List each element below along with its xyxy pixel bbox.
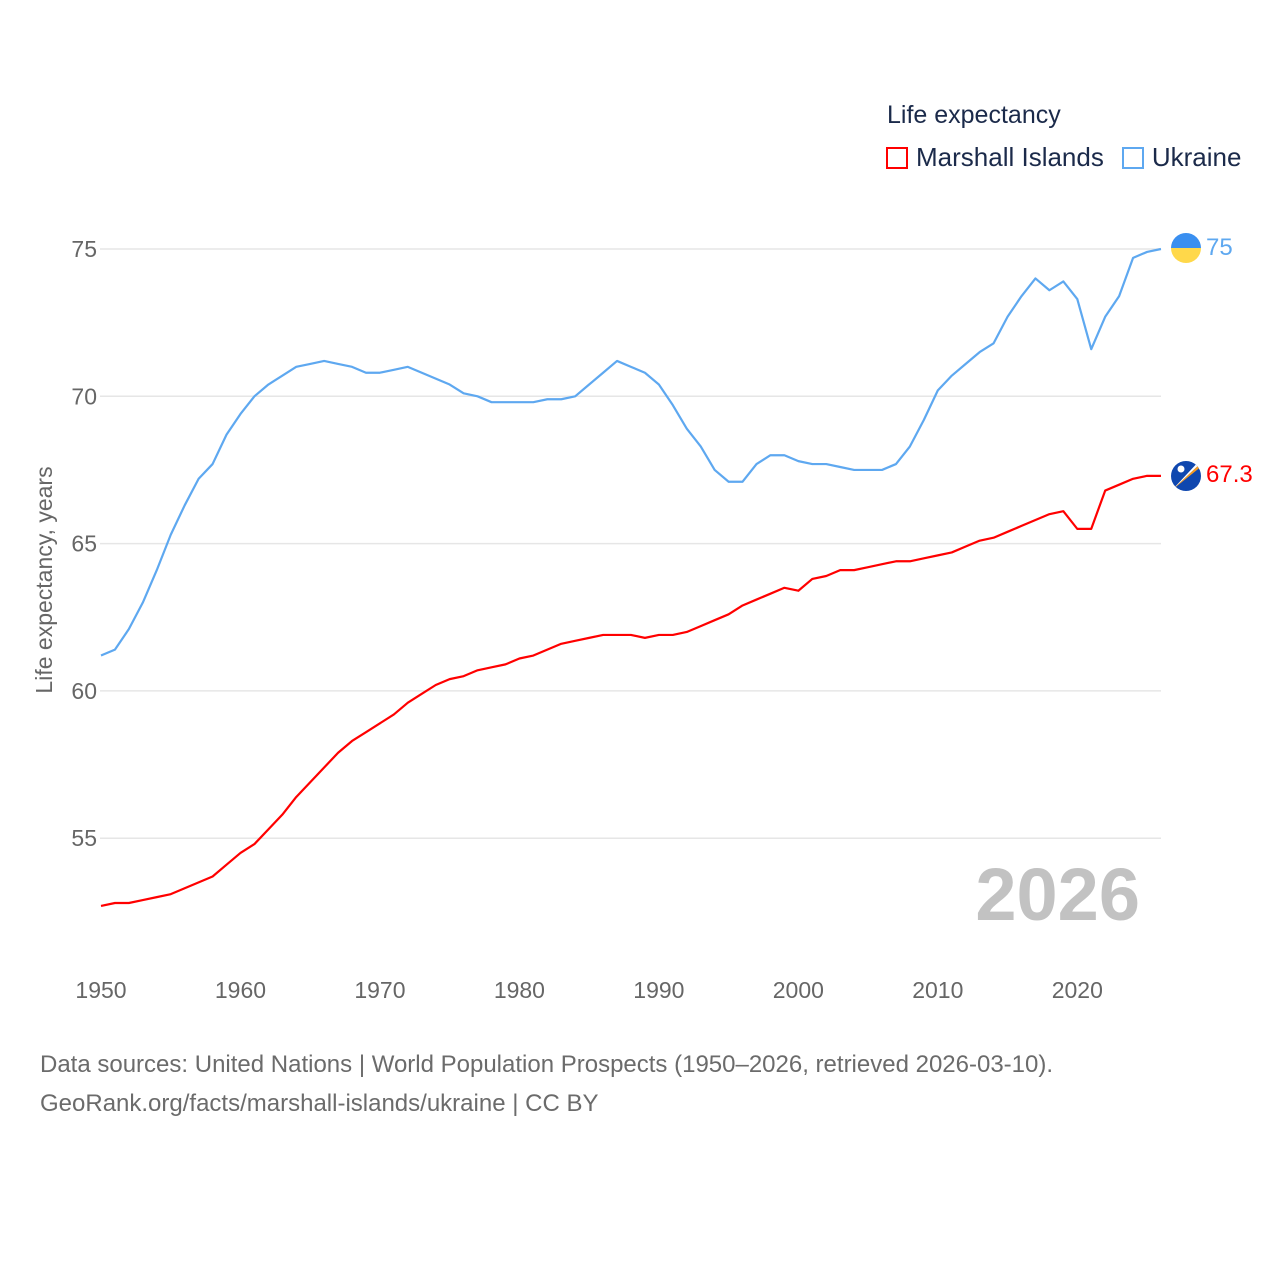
x-tick-label: 1990 — [633, 977, 684, 1003]
ukraine-flag-icon — [1171, 233, 1201, 263]
legend-swatch — [886, 146, 908, 169]
footer: Data sources: United Nations | World Pop… — [40, 1045, 1053, 1123]
x-tick-label: 1970 — [354, 977, 405, 1003]
source-link[interactable]: GeoRank.org/facts/marshall-islands/ukrai… — [40, 1090, 599, 1117]
y-tick-label: 55 — [71, 825, 97, 851]
end-value-label-ukraine: 75 — [1206, 234, 1233, 261]
series-line-ukraine — [100, 247, 1162, 657]
legend-title: Life expectancy — [887, 101, 1061, 129]
y-tick-label: 60 — [71, 678, 97, 704]
legend-item-marshall-islands[interactable]: Marshall Islands — [886, 142, 1104, 173]
y-axis-label: Life expectancy, years — [31, 466, 57, 693]
y-tick-label: 70 — [71, 383, 97, 409]
x-tick-label: 2010 — [912, 977, 963, 1003]
x-tick-label: 2020 — [1052, 977, 1103, 1003]
y-tick-label: 65 — [71, 531, 97, 557]
marshall-islands-flag-icon — [1171, 461, 1201, 491]
data-source-text: Data sources: United Nations | World Pop… — [40, 1051, 1054, 1078]
legend-item-ukraine[interactable]: Ukraine — [1121, 142, 1242, 173]
legend-swatch — [1121, 146, 1144, 169]
legend: Marshall Islands Ukraine — [886, 142, 1259, 173]
x-tick-label: 1950 — [75, 977, 126, 1003]
legend-label: Ukraine — [1151, 142, 1242, 172]
x-tick-label: 2000 — [773, 977, 824, 1003]
end-value-label-marshall-islands: 67.3 — [1206, 461, 1253, 488]
legend-label: Marshall Islands — [916, 142, 1104, 172]
y-tick-label: 75 — [71, 236, 97, 262]
x-tick-label: 1960 — [215, 977, 266, 1003]
year-watermark: 2026 — [975, 853, 1140, 936]
x-tick-label: 1980 — [494, 977, 545, 1003]
series-line-marshall-islands — [100, 474, 1161, 908]
